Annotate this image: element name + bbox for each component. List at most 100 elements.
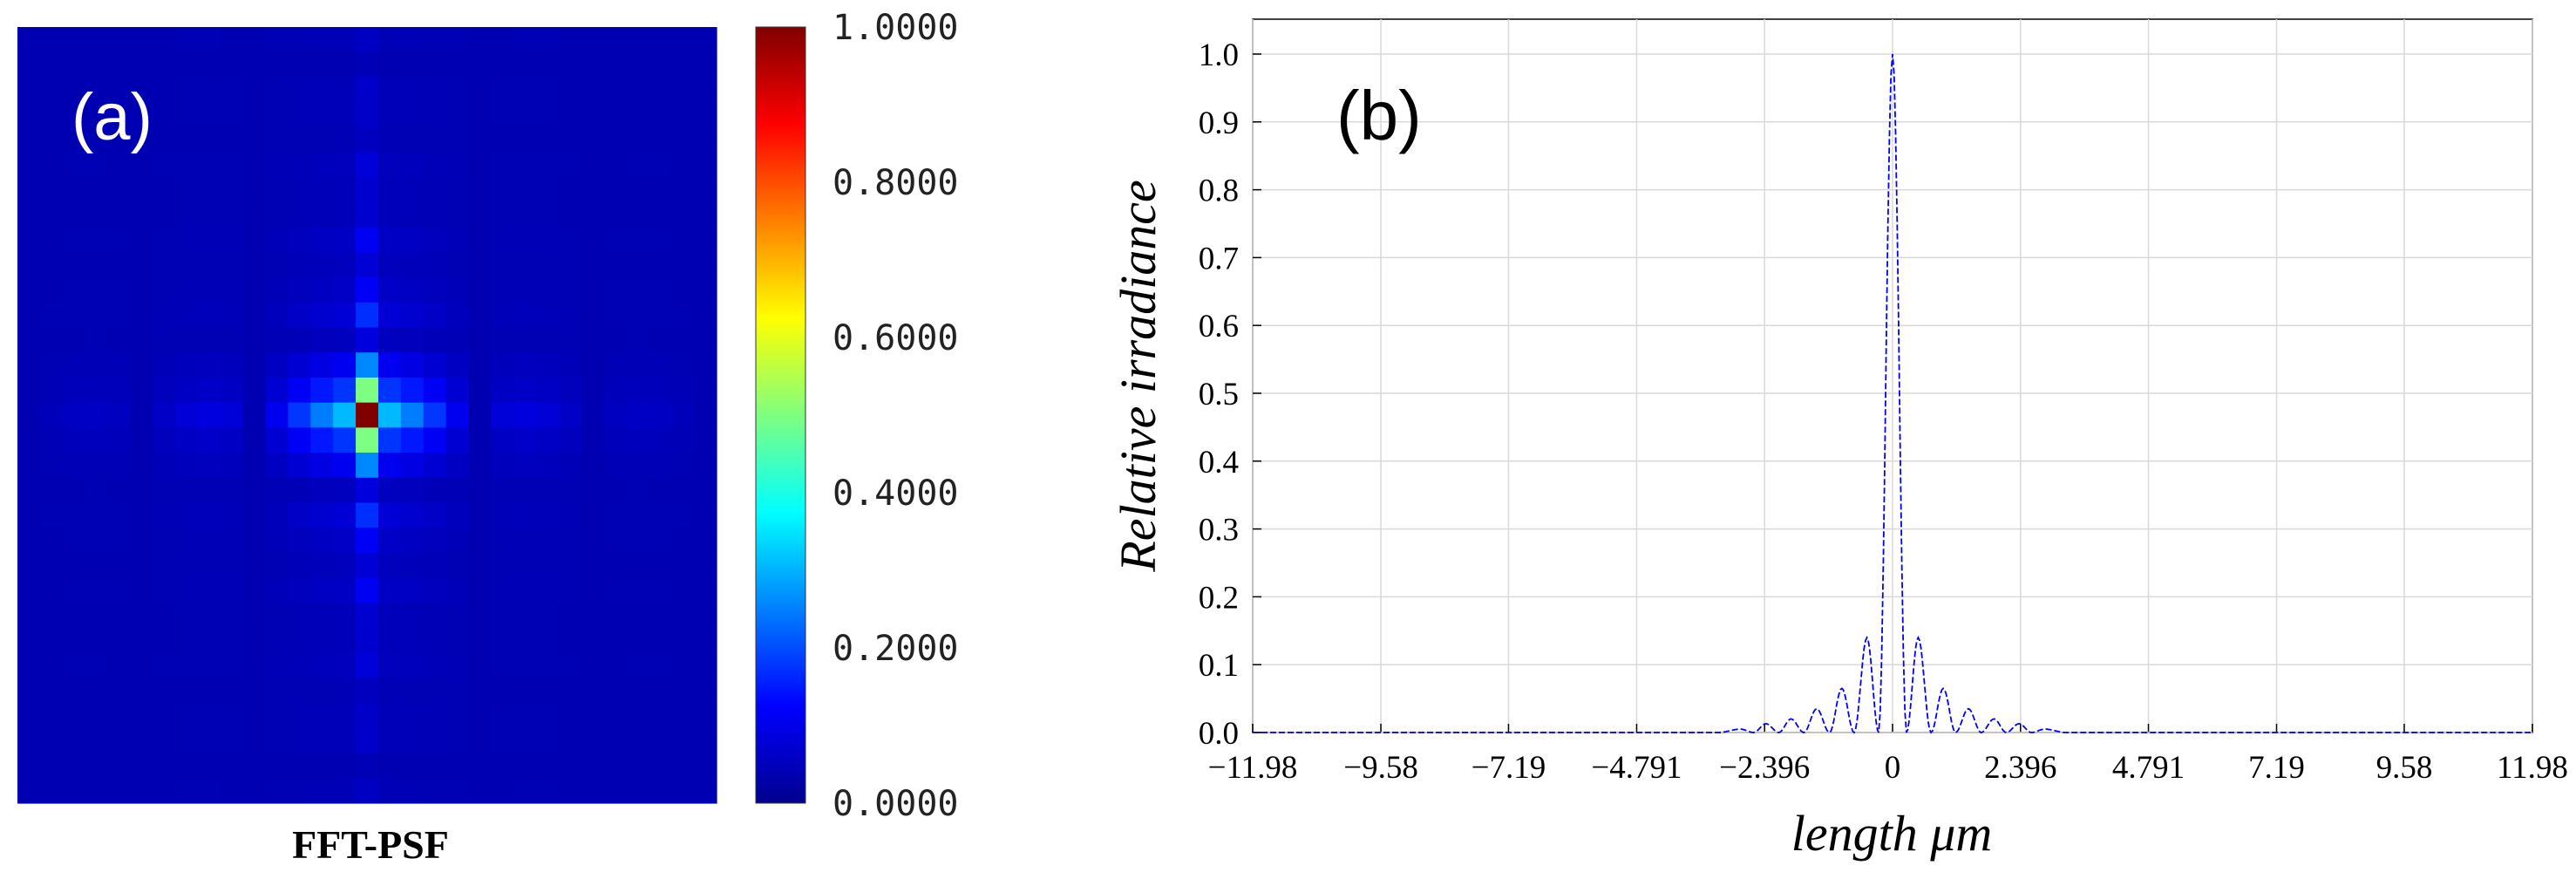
heatmap-cell [558, 552, 582, 579]
heatmap-cell [423, 302, 447, 329]
heatmap-cell [153, 528, 176, 554]
heatmap-cell [603, 352, 628, 378]
heatmap-cell [603, 577, 628, 603]
heatmap-cell [62, 252, 86, 278]
heatmap-cell [333, 126, 357, 153]
heatmap-cell [39, 327, 64, 353]
heatmap-cell [130, 453, 153, 479]
heatmap-cell [288, 102, 311, 128]
heatmap-cell [513, 102, 537, 128]
heatmap-cell [445, 302, 470, 329]
heatmap-cell [107, 778, 131, 804]
heatmap-cell [423, 377, 447, 404]
heatmap-cell [153, 201, 176, 228]
heatmap-cell [626, 51, 649, 78]
heatmap-cell [513, 753, 537, 779]
heatmap-cell [513, 652, 537, 679]
heatmap-cell [39, 577, 64, 603]
heatmap-cell [468, 528, 492, 554]
heatmap-cell [671, 778, 695, 804]
heatmap-cell [265, 577, 289, 603]
heatmap-cell [197, 177, 221, 203]
heatmap-cell [288, 77, 311, 103]
heatmap-cell [153, 753, 176, 779]
heatmap-cell [558, 27, 582, 53]
heatmap-cell [197, 402, 221, 428]
heatmap-cell [626, 652, 649, 679]
heatmap-cell [445, 327, 470, 353]
heatmap-cell [17, 252, 41, 278]
heatmap-cell [197, 652, 221, 679]
series-line [1253, 53, 2532, 734]
heatmap-cell [536, 352, 560, 378]
heatmap-cell [265, 27, 289, 53]
heatmap-cell [39, 152, 64, 178]
heatmap-cell [288, 652, 311, 679]
heatmap-cell [558, 727, 582, 754]
heatmap-cell [310, 453, 334, 479]
heatmap-cell [513, 302, 537, 329]
heatmap-cell [62, 51, 86, 78]
heatmap-cell [62, 502, 86, 528]
heatmap-cell [377, 27, 402, 53]
heatmap-cell [356, 252, 379, 278]
heatmap-cell [242, 277, 267, 303]
heatmap-cell [513, 177, 537, 203]
heatmap-cell [603, 252, 628, 278]
heatmap-cell [17, 51, 41, 78]
colorbar-tick-label: 1.0000 [833, 8, 959, 48]
heatmap-cell [130, 126, 153, 153]
heatmap-cell [17, 277, 41, 303]
heatmap-cell [491, 77, 514, 103]
heatmap-cell [85, 377, 109, 404]
heatmap-cell [220, 628, 244, 654]
heatmap-cell [603, 302, 628, 329]
heatmap-cell [649, 177, 672, 203]
heatmap-cell [694, 126, 717, 153]
heatmap-cell [17, 778, 41, 804]
heatmap-cell [197, 252, 221, 278]
heatmap-cell [153, 477, 176, 504]
heatmap-cell [17, 27, 41, 53]
heatmap-cell [581, 126, 605, 153]
heatmap-cell [153, 302, 176, 329]
heatmap-cell [333, 377, 357, 404]
heatmap-cell [107, 77, 131, 103]
heatmap-cell [17, 652, 41, 679]
heatmap-cell [558, 453, 582, 479]
heatmap-cell [288, 51, 311, 78]
heatmap-cell [62, 453, 86, 479]
heatmap-cell [626, 628, 649, 654]
heatmap-cell [603, 528, 628, 554]
heatmap-cell [513, 77, 537, 103]
heatmap-cell [445, 577, 470, 603]
heatmap-cell [671, 477, 695, 504]
heatmap-cell [536, 502, 560, 528]
heatmap-cell [603, 727, 628, 754]
heatmap-cell [153, 277, 176, 303]
heatmap-cell [17, 477, 41, 504]
heatmap-cell [197, 577, 221, 603]
heatmap-cell [649, 51, 672, 78]
heatmap-cell [536, 126, 560, 153]
heatmap-cell [356, 77, 379, 103]
heatmap-cell [288, 252, 311, 278]
heatmap-cell [17, 727, 41, 754]
heatmap-cell [423, 77, 447, 103]
heatmap-cell [423, 477, 447, 504]
heatmap-cell [242, 628, 267, 654]
heatmap-cell [536, 227, 560, 253]
heatmap-cell [17, 152, 41, 178]
x-axis-label: length μm [1791, 805, 1992, 862]
heatmap-cell [423, 577, 447, 603]
heatmap-cell [220, 477, 244, 504]
heatmap-cell [220, 502, 244, 528]
heatmap-cell [671, 552, 695, 579]
heatmap-cell [85, 778, 109, 804]
heatmap-cell [288, 126, 311, 153]
heatmap-cell [62, 402, 86, 428]
heatmap-cell [356, 177, 379, 203]
heatmap-cell [491, 427, 514, 453]
heatmap-cell [175, 703, 199, 729]
heatmap-cell [62, 427, 86, 453]
